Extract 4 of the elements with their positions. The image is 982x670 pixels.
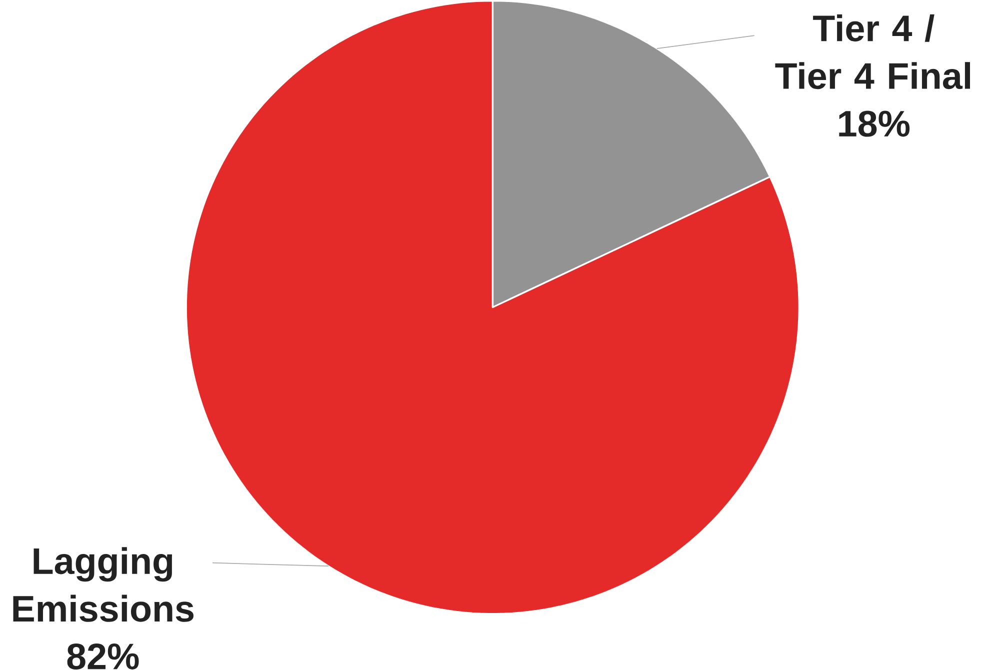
slice-label: Lagging Emissions (13, 547, 194, 622)
data-label: 18% (839, 110, 910, 137)
data-label: 82% (67, 644, 139, 670)
slice-label: Tier 4 / Tier 4 Final (775, 14, 970, 90)
